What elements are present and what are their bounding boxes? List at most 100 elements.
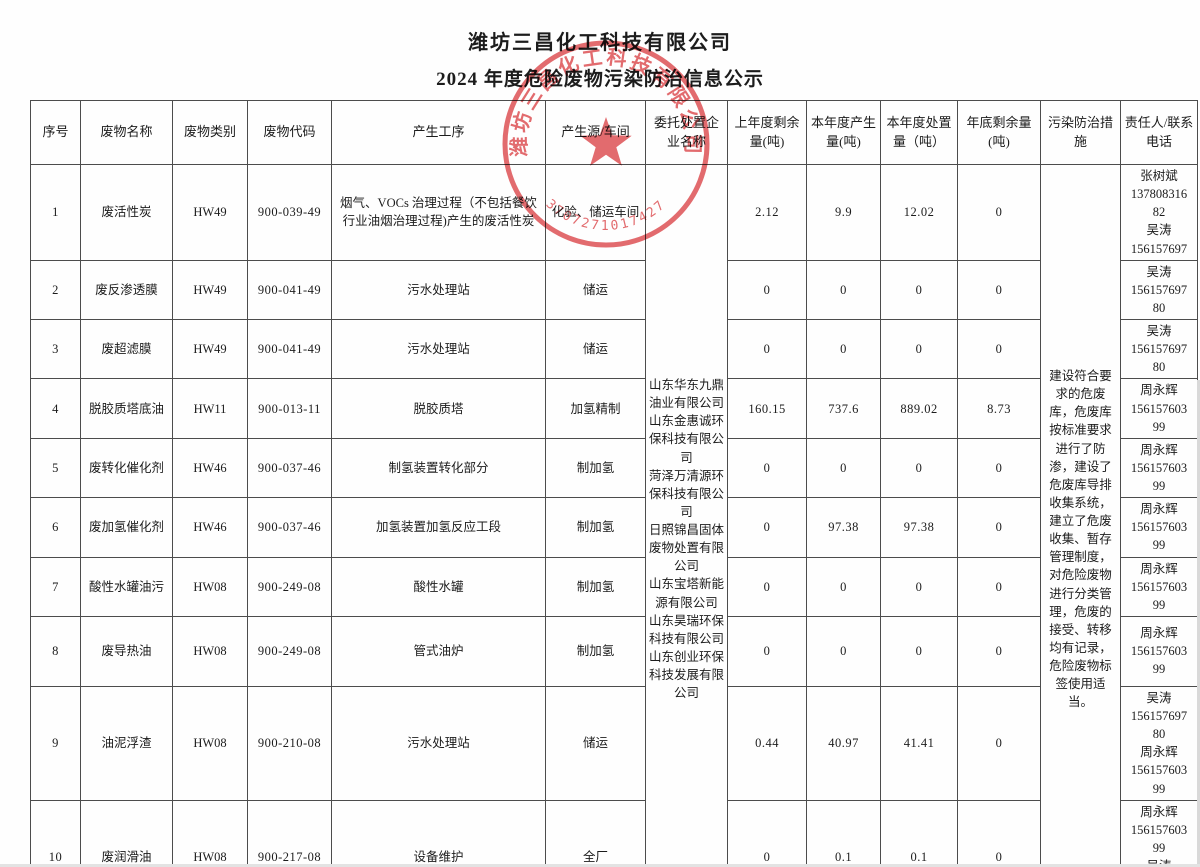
cell-process: 酸性水罐 (331, 556, 546, 617)
cell-source: 全厂 (545, 799, 646, 867)
cell-source: 储运 (545, 685, 646, 801)
cell-contact: 周永辉 156157603 99 (1120, 497, 1198, 558)
table-row: 9 油泥浮渣 HW08 900-210-08 污水处理站 储运 0.44 40.… (30, 685, 1198, 801)
cell-code: 900-041-49 (247, 259, 332, 321)
cell-contact: 吴涛 156157697 80 (1120, 318, 1198, 380)
cell-disposed: 0 (880, 556, 958, 617)
col-header-category: 废物类别 (172, 100, 248, 165)
cell-waste-name: 废反渗透膜 (80, 259, 173, 321)
cell-disposed: 0 (880, 437, 958, 499)
cell-category: HW08 (172, 799, 248, 867)
measures-cell: 建设符合要求的危废库，危废库按标准要求进行了防渗，建设了危废库导排收集系统，建立… (1040, 163, 1121, 867)
cell-source: 制加氢 (545, 437, 646, 499)
cell-waste-name: 废导热油 (80, 615, 173, 687)
cell-process: 管式油炉 (331, 615, 546, 687)
col-header-process: 产生工序 (331, 100, 546, 165)
cell-code: 900-217-08 (247, 799, 332, 867)
cell-process: 设备维护 (331, 799, 546, 867)
cell-prev-remaining: 0 (727, 259, 807, 321)
cell-waste-name: 脱胶质塔底油 (80, 378, 173, 439)
table-row: 7 酸性水罐油污 HW08 900-249-08 酸性水罐 制加氢 0 0 0 … (30, 556, 1198, 617)
cell-prev-remaining: 0 (727, 497, 807, 558)
cell-code: 900-039-49 (247, 164, 332, 261)
col-header-source: 产生源/车间 (545, 100, 646, 165)
cell-year-end: 0 (957, 685, 1041, 801)
cell-category: HW08 (172, 615, 248, 687)
col-header-produced: 本年度产生量(吨) (806, 100, 881, 165)
cell-category: HW11 (172, 378, 248, 439)
cell-year-end: 0 (957, 437, 1041, 499)
cell-process: 污水处理站 (331, 685, 546, 801)
cell-source: 制加氢 (545, 497, 646, 558)
table-row: 10 废润滑油 HW08 900-217-08 设备维护 全厂 0 0.1 0.… (30, 799, 1198, 867)
cell-process: 污水处理站 (331, 318, 546, 380)
cell-process: 污水处理站 (331, 259, 546, 321)
table-row: 8 废导热油 HW08 900-249-08 管式油炉 制加氢 0 0 0 0 … (30, 615, 1198, 687)
cell-category: HW46 (172, 497, 248, 558)
cell-disposed: 0.1 (880, 799, 958, 867)
col-header-waste-name: 废物名称 (80, 100, 173, 165)
cell-code: 900-037-46 (247, 437, 332, 499)
cell-year-end: 0 (957, 615, 1041, 687)
cell-produced: 0.1 (806, 799, 881, 867)
cell-source: 加氢精制 (545, 378, 646, 439)
cell-no: 7 (30, 556, 81, 617)
cell-disposed: 41.41 (880, 685, 958, 801)
cell-disposed: 12.02 (880, 164, 958, 261)
cell-category: HW49 (172, 318, 248, 380)
col-header-disposal-company: 委托处置企业名称 (645, 100, 728, 165)
cell-source: 制加氢 (545, 556, 646, 617)
table-row: 5 废转化催化剂 HW46 900-037-46 制氢装置转化部分 制加氢 0 … (30, 437, 1198, 499)
cell-contact: 吴涛 156157697 80 周永辉 156157603 99 (1120, 685, 1198, 801)
cell-prev-remaining: 0 (727, 556, 807, 617)
cell-waste-name: 油泥浮渣 (80, 685, 173, 801)
col-header-code: 废物代码 (247, 100, 332, 165)
table-row: 6 废加氢催化剂 HW46 900-037-46 加氢装置加氢反应工段 制加氢 … (30, 497, 1198, 558)
cell-disposed: 0 (880, 318, 958, 380)
cell-produced: 40.97 (806, 685, 881, 801)
cell-waste-name: 废加氢催化剂 (80, 497, 173, 558)
table-row: 1 废活性炭 HW49 900-039-49 烟气、VOCs 治理过程（不包括餐… (30, 163, 1198, 867)
scan-edge-right (1197, 380, 1200, 867)
cell-no: 2 (30, 259, 81, 321)
cell-year-end: 0 (957, 556, 1041, 617)
col-header-prev-remaining: 上年度剩余量(吨) (727, 100, 807, 165)
cell-no: 1 (30, 164, 81, 261)
disposal-companies-cell: 山东华东九鼎油业有限公司 山东金惠诚环保科技有限公司 菏泽万清源环保科技有限公司… (645, 163, 728, 867)
cell-category: HW49 (172, 259, 248, 321)
cell-code: 900-041-49 (247, 318, 332, 380)
cell-year-end: 0 (957, 497, 1041, 558)
cell-produced: 0 (806, 437, 881, 499)
cell-produced: 0 (806, 556, 881, 617)
cell-prev-remaining: 2.12 (727, 164, 807, 261)
col-header-measures: 污染防治措施 (1040, 100, 1121, 165)
cell-prev-remaining: 0.44 (727, 685, 807, 801)
table-row: 4 脱胶质塔底油 HW11 900-013-11 脱胶质塔 加氢精制 160.1… (30, 378, 1198, 439)
cell-disposed: 0 (880, 615, 958, 687)
cell-contact: 周永辉 156157603 99 (1120, 615, 1198, 687)
cell-year-end: 8.73 (957, 378, 1041, 439)
cell-process: 脱胶质塔 (331, 378, 546, 439)
cell-source: 储运 (545, 318, 646, 380)
cell-code: 900-210-08 (247, 685, 332, 801)
cell-waste-name: 废润滑油 (80, 799, 173, 867)
document-subtitle: 2024 年度危险废物污染防治信息公示 (436, 69, 764, 90)
cell-no: 10 (30, 799, 81, 867)
cell-year-end: 0 (957, 318, 1041, 380)
cell-year-end: 0 (957, 164, 1041, 261)
cell-code: 900-013-11 (247, 378, 332, 439)
table-row: 2 废反渗透膜 HW49 900-041-49 污水处理站 储运 0 0 0 0… (30, 259, 1198, 321)
hazardous-waste-table: 序号 废物名称 废物类别 废物代码 产生工序 产生源/车间 委托处置企业名称 上… (30, 100, 1198, 867)
document-title: 潍坊三昌化工科技有限公司 (468, 32, 732, 54)
cell-source: 储运 (545, 259, 646, 321)
cell-produced: 737.6 (806, 378, 881, 439)
cell-code: 900-249-08 (247, 556, 332, 617)
cell-waste-name: 废超滤膜 (80, 318, 173, 380)
cell-produced: 0 (806, 259, 881, 321)
header-row: 序号 废物名称 废物类别 废物代码 产生工序 产生源/车间 委托处置企业名称 上… (30, 100, 1198, 165)
cell-produced: 97.38 (806, 497, 881, 558)
cell-code: 900-249-08 (247, 615, 332, 687)
cell-no: 6 (30, 497, 81, 558)
cell-year-end: 0 (957, 259, 1041, 321)
